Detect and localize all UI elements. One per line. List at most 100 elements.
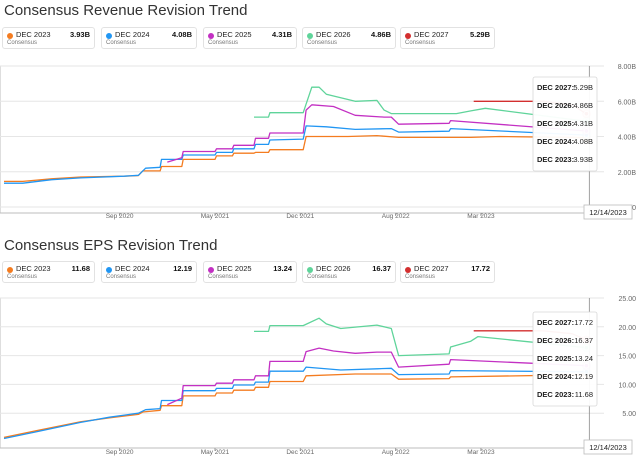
legend-color-dot (208, 267, 214, 273)
legend-value: 12.19 (173, 264, 192, 273)
legend-subtitle: Consensus (208, 40, 239, 46)
tooltip-label: DEC 2024: (537, 372, 574, 381)
date-badge-text: 12/14/2023 (589, 443, 627, 452)
series-line-dec-2024[interactable] (4, 125, 587, 184)
tooltip-label: DEC 2026: (537, 101, 574, 110)
legend-color-dot (307, 33, 313, 39)
date-badge-box (583, 439, 633, 455)
tooltip-label: DEC 2024: (537, 137, 574, 146)
legend-value: 16.37 (372, 264, 391, 273)
tooltip-label: DEC 2025: (537, 354, 574, 363)
series-line-dec-2026[interactable] (254, 86, 587, 122)
legend-subtitle: Consensus (307, 274, 338, 280)
legend-color-dot (208, 33, 214, 39)
legend-subtitle: Consensus (7, 40, 38, 46)
tooltip-value: 17.72 (574, 318, 593, 327)
legend-item-dec-2024[interactable]: DEC 2024 12.19 Consensus (101, 261, 197, 283)
date-badge-text: 12/14/2023 (589, 208, 627, 217)
series-line-dec-2025[interactable] (167, 104, 587, 163)
legend-color-dot (7, 267, 13, 273)
series-line-dec-2023[interactable] (4, 134, 587, 183)
x-tick-label: May 2021 (201, 449, 230, 456)
legend-value: 4.31B (271, 30, 292, 39)
legend-label: DEC 2027 (414, 264, 449, 273)
legend-subtitle: Consensus (405, 40, 436, 46)
legend-label: DEC 2025 (217, 264, 252, 273)
legend-subtitle: Consensus (307, 40, 338, 46)
x-tick-label: Aug 2022 (382, 449, 410, 456)
y-tick-label: 15.00 (618, 354, 636, 361)
legend-value: 3.93B (69, 30, 90, 39)
tooltip-label: DEC 2025: (537, 119, 574, 128)
legend-color-dot (7, 33, 13, 39)
legend-color-dot (106, 33, 112, 39)
y-tick-label: 20.00 (618, 325, 636, 332)
x-tick-label: Dec 2021 (286, 449, 314, 456)
legend-item-dec-2024[interactable]: DEC 2024 4.08B Consensus (101, 27, 197, 49)
legend-item-dec-2025[interactable]: DEC 2025 13.24 Consensus (203, 261, 297, 283)
tooltip-value: 4.86B (573, 101, 593, 110)
legend-label: DEC 2023 (16, 264, 51, 273)
tooltip: DEC 2027: 5.29B DEC 2026: 4.86B DEC 2025: 4.3… (532, 76, 598, 172)
tooltip-label: DEC 2023: (537, 155, 574, 164)
tooltip-value: 5.29B (573, 83, 593, 92)
legend-item-dec-2026[interactable]: DEC 2026 16.37 Consensus (302, 261, 396, 283)
tooltip-value: 13.24 (574, 354, 593, 363)
series-line-dec-2023[interactable] (3, 373, 587, 439)
legend-item-dec-2027[interactable]: DEC 2027 5.29B Consensus (400, 27, 495, 49)
legend-item-dec-2026[interactable]: DEC 2026 4.86B Consensus (302, 27, 396, 49)
legend-subtitle: Consensus (106, 40, 137, 46)
legend-item-dec-2027[interactable]: DEC 2027 17.72 Consensus (400, 261, 495, 283)
y-tick-label: 25.00 (618, 296, 636, 303)
legend-subtitle: Consensus (106, 274, 137, 280)
tooltip-value: 12.19 (574, 372, 593, 381)
legend-value: 4.08B (171, 30, 192, 39)
tooltip-value: 4.08B (573, 137, 593, 146)
legend-label: DEC 2026 (316, 30, 351, 39)
legend-color-dot (307, 267, 313, 273)
series-line-dec-2026[interactable] (254, 317, 587, 357)
legend-color-dot (106, 267, 112, 273)
tooltip-label: DEC 2027: (537, 318, 574, 327)
series-line-dec-2024[interactable] (3, 366, 587, 440)
legend-label: DEC 2025 (217, 30, 252, 39)
tooltip-label: DEC 2026: (537, 336, 574, 345)
x-tick-label: Aug 2022 (382, 213, 410, 220)
tooltip-value: 11.68 (575, 390, 593, 399)
tooltip-value: 3.93B (573, 155, 593, 164)
legend-value: 5.29B (469, 30, 490, 39)
y-tick-label: 10.00 (618, 382, 636, 389)
y-tick-label: 2.00B (618, 170, 637, 177)
y-tick-label: 6.00B (618, 99, 637, 106)
x-tick-label: Mar 2023 (467, 449, 495, 456)
series-line-dec-2025[interactable] (167, 347, 587, 406)
tooltip-label: DEC 2023: (537, 390, 574, 399)
y-tick-label: 5.00 (622, 411, 636, 418)
eps-chart-title: Consensus EPS Revision Trend (4, 237, 218, 254)
legend-color-dot (405, 267, 411, 273)
legend-subtitle: Consensus (7, 274, 38, 280)
tooltip-label: DEC 2027: (537, 83, 574, 92)
legend-item-dec-2025[interactable]: DEC 2025 4.31B Consensus (203, 27, 297, 49)
revenue-chart-title: Consensus Revenue Revision Trend (4, 2, 248, 19)
legend-label: DEC 2023 (16, 30, 51, 39)
legend-value: 11.68 (71, 264, 90, 273)
legend-subtitle: Consensus (208, 274, 239, 280)
x-tick-label: Mar 2023 (467, 213, 495, 220)
tooltip-box (532, 76, 598, 172)
eps-chart[interactable]: 25.00 20.00 15.00 10.00 5.00 Sep 2020 May 2021… (0, 292, 640, 457)
x-tick-label: Sep 2020 (106, 449, 134, 456)
legend-label: DEC 2026 (316, 264, 351, 273)
tooltip-value: 16.37 (574, 336, 593, 345)
tooltip-box (532, 311, 598, 407)
legend-item-dec-2023[interactable]: DEC 2023 11.68 Consensus (2, 261, 95, 283)
legend-item-dec-2023[interactable]: DEC 2023 3.93B Consensus (2, 27, 95, 49)
legend-label: DEC 2027 (414, 30, 449, 39)
legend-label: DEC 2024 (115, 264, 150, 273)
legend-subtitle: Consensus (405, 274, 436, 280)
legend-color-dot (405, 33, 411, 39)
date-badge-box (583, 204, 633, 220)
y-tick-label: 8.00B (618, 64, 637, 71)
